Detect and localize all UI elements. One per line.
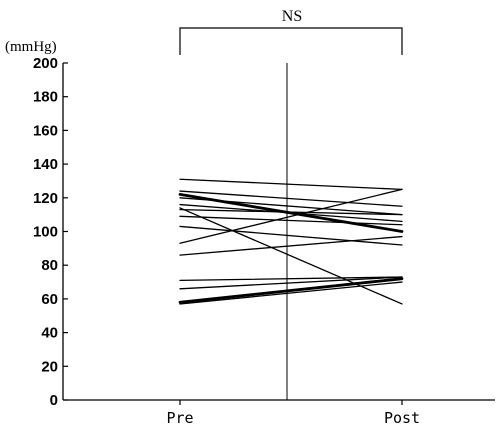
y-tick-label: 200: [33, 55, 58, 72]
series-line-11: [179, 235, 403, 256]
y-tick-label: 0: [50, 392, 58, 409]
y-tick-label: 180: [33, 89, 58, 106]
series-line-1: [179, 178, 403, 191]
series-line-12: [179, 276, 403, 282]
series-line-5: [179, 203, 403, 223]
y-tick-label: 20: [41, 358, 58, 375]
series-line-10: [179, 188, 403, 244]
significance-label: NS: [282, 8, 302, 25]
bracket-line: [179, 27, 403, 55]
series-line-8: [179, 215, 403, 226]
y-tick-label: 100: [33, 224, 58, 241]
y-axis-unit-label: (mmHg): [5, 39, 57, 55]
series-line-6: [179, 207, 403, 305]
series-line-7: [179, 208, 403, 216]
series-lines: [178, 178, 404, 305]
series-line-4: [179, 197, 403, 216]
series-line-13: [179, 276, 403, 290]
series-line-2: [179, 190, 403, 207]
y-tick-label: 140: [33, 156, 58, 173]
y-tick-label: 120: [33, 190, 58, 207]
series-line-9: [179, 225, 403, 246]
x-tick-label: Pre: [166, 409, 193, 427]
y-tick-label: 80: [41, 257, 58, 274]
y-tick-label: 40: [41, 325, 58, 342]
significance-bracket: NS: [179, 8, 403, 55]
x-tick-label: Post: [384, 409, 420, 427]
y-axis-ticks: 0 20 40 60 80 100 120 140 160 180 200: [33, 55, 68, 409]
y-tick-label: 60: [41, 291, 58, 308]
series-line-14: [178, 277, 404, 304]
x-axis-ticks: Pre Post: [166, 400, 420, 427]
y-tick-label: 160: [33, 122, 58, 139]
series-line-15: [179, 281, 403, 305]
